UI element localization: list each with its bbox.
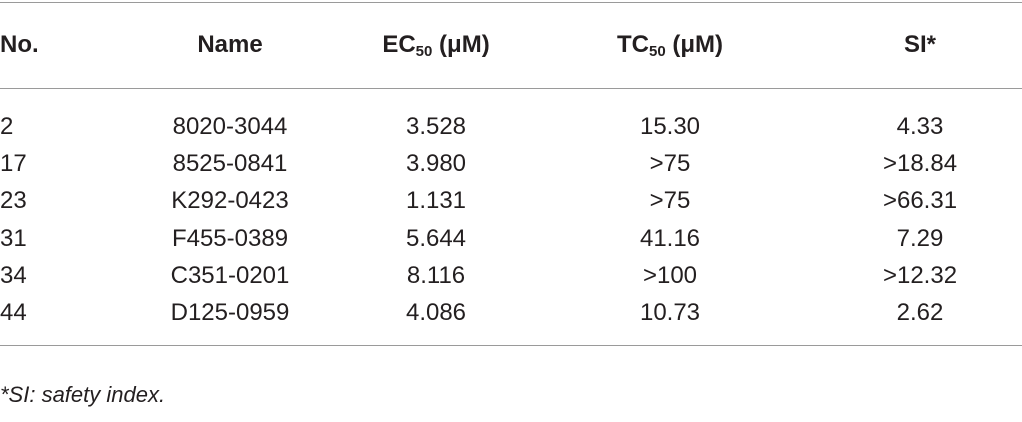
table-cell: 34 [0,261,27,289]
table-cell: 15.30 [639,113,701,140]
table-cell: 2.62 [896,299,944,326]
table-cell: 3.980 [405,150,467,178]
header-cell: Name [197,30,262,60]
table-cell: K292-0423 [171,187,289,215]
bottom-rule [0,345,1022,346]
table-cell: F455-0389 [171,224,289,252]
table-cell: 7.29 [896,224,944,252]
table-cell: >66.31 [882,187,958,215]
header-cell: No. [0,30,39,60]
table-cell: >18.84 [882,150,958,178]
header-text: EC [382,31,416,58]
header-text: SI [903,31,927,58]
table-cell: 23 [0,187,27,215]
table-cell: 4.33 [896,113,944,140]
table-cell: 44 [0,299,27,326]
table-cell: 31 [0,224,27,252]
footnote: *SI: safety index. [0,382,166,407]
table-cell: >75 [649,187,691,215]
header-subscript: 50 [415,43,433,60]
header-text: No. [0,31,39,58]
table-cell: >75 [649,150,691,178]
top-rule [0,2,1022,3]
table-cell: 2 [0,113,14,140]
table-cell: 41.16 [639,224,701,252]
table-cell: 3.528 [405,113,467,140]
header-suffix: (μM) [432,31,490,58]
header-subscript: 50 [648,43,666,60]
table-cell: D125-0959 [170,299,290,326]
header-cell: TC50 (μM) [617,30,723,67]
table-cell: 8525-0841 [172,150,288,178]
table-cell: C351-0201 [170,261,290,289]
header-rule [0,88,1022,89]
header-suffix: * [926,31,937,58]
table-cell: 8.116 [406,261,466,289]
table-cell: 4.086 [405,299,467,326]
header-cell: SI* [904,30,936,60]
header-text: TC [616,31,649,58]
table-cell: 5.644 [405,224,467,252]
header-suffix: (μM) [665,31,724,58]
table-cell: 17 [0,150,27,178]
table-cell: 10.73 [639,299,701,326]
header-cell: EC50 (μM) [382,30,489,67]
table-cell: 8020-3044 [172,113,288,140]
table-cell: >100 [642,261,698,289]
table-cell: >12.32 [882,261,958,289]
header-text: Name [197,31,263,58]
table-cell: 1.131 [405,187,467,215]
